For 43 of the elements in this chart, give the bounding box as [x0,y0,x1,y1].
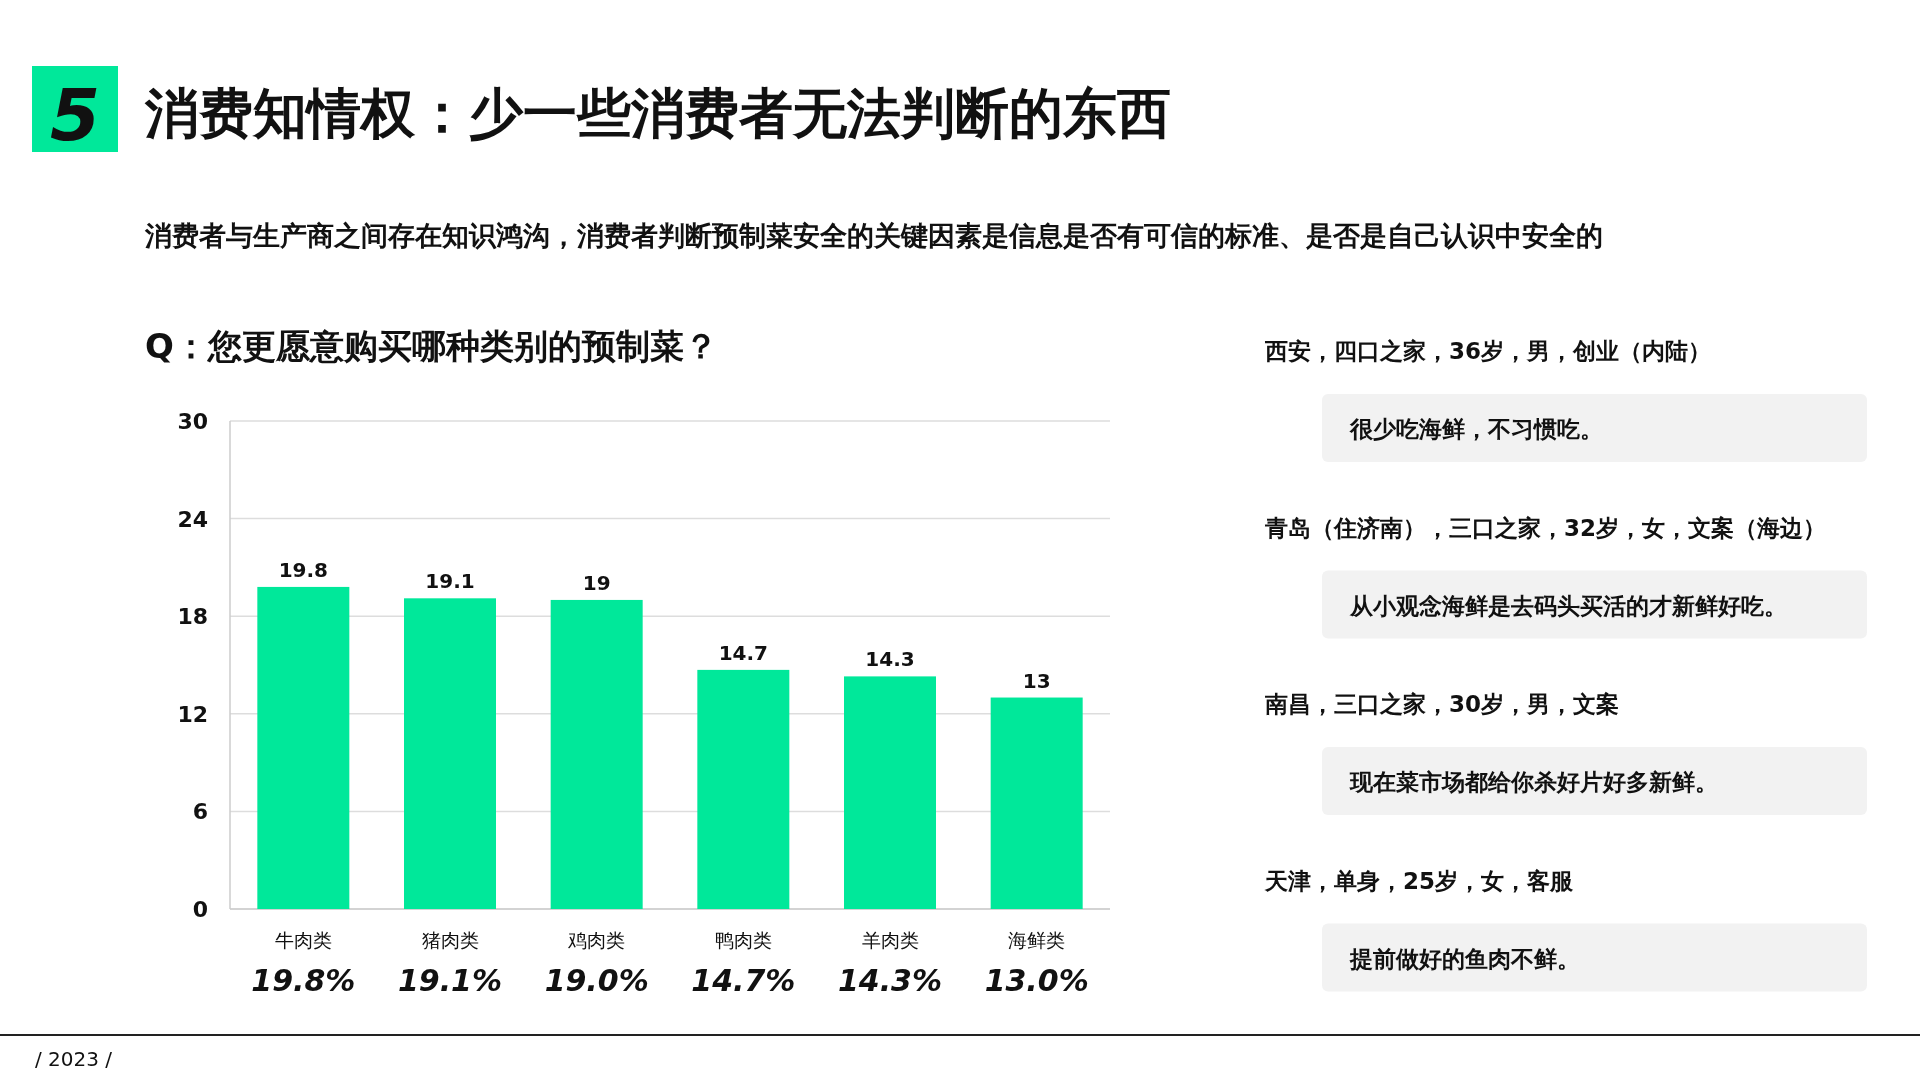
data-label: 19.8 [278,557,329,582]
text: 现在菜市场都给你杀好片好多新鲜。 [1349,769,1718,795]
annotation: 19.8% [251,963,356,998]
x-tick-label: 牛肉类 [274,929,332,951]
text: 提前做好的鱼肉不鲜。 [1349,945,1580,972]
bar [697,669,790,909]
bar [550,599,643,909]
x-tick-label: 鸭肉类 [714,929,772,951]
text: 青岛（住济南），三口之家，32岁，女，文案（海边） [1264,514,1827,541]
data-label: 14.7 [718,640,769,665]
text: / 2023 / [35,1047,113,1071]
text: 南昌，三口之家，30岁，男，文案 [1264,691,1620,717]
annotation: 19.1% [397,963,503,998]
annotation: 13.0% [984,963,1089,998]
y-tick-label: 18 [177,604,208,630]
y-tick-label: 24 [177,506,208,532]
x-tick-label: 鸡肉类 [567,929,626,951]
y-tick-label: 30 [177,409,208,434]
data-label: 14.3 [865,647,915,672]
y-tick-label: 12 [177,701,208,727]
text: 西安，四口之家，36岁，男，创业（内陆） [1264,338,1712,364]
data-label: 13 [1022,668,1051,693]
data-label: 19 [582,570,611,595]
x-tick-label: 羊肉类 [861,929,919,951]
chart-title: 消费知情权：少一些消费者无法判断的东西 [144,82,1171,145]
bar [844,676,936,909]
annotation: 14.7% [691,963,796,998]
text: 天津，单身，25岁，女，客服 [1264,867,1575,894]
bar [404,598,496,909]
data-label: 19.1 [425,569,475,594]
annotation: 19.0% [544,963,649,998]
x-tick-label: 海鲜类 [1008,929,1066,951]
x-tick-label: 猪肉类 [421,929,479,951]
bar [990,697,1083,909]
y-tick-label: 6 [192,799,208,825]
chart-subtitle: 消费者与生产商之间存在知识鸿沟，消费者判断预制菜安全的关键因素是信息是否有可信的标准、是否是自己认识中安全的 [144,220,1603,251]
bar [257,586,350,909]
y-tick-label: 0 [192,897,208,922]
annotation: 14.3% [837,963,943,998]
text: Q：您更愿意购买哪种类别的预制菜？ [145,326,718,366]
text: 从小观念海鲜是去码头买活的才新鲜好吃。 [1349,592,1787,619]
text: 5 [49,73,101,157]
text: 很少吃海鲜，不习惯吃。 [1349,416,1603,442]
